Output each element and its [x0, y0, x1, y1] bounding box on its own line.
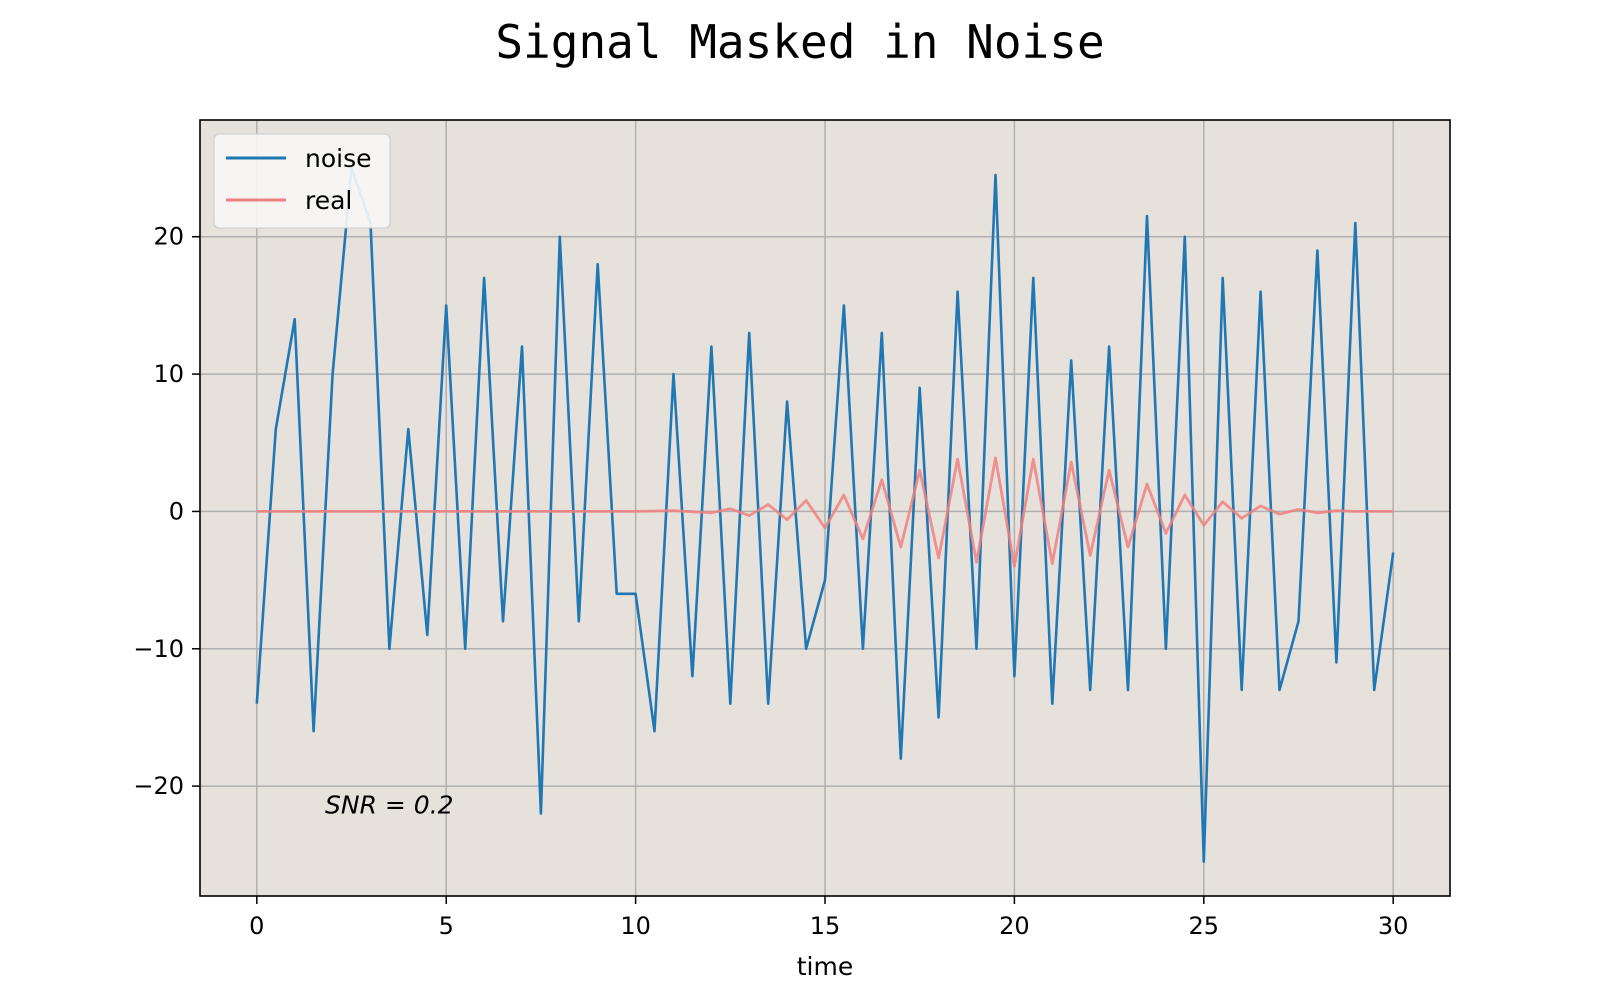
x-tick-label: 5	[439, 912, 454, 940]
x-tick-label: 0	[249, 912, 264, 940]
legend: noise real	[213, 133, 391, 229]
series-layer	[255, 166, 1395, 864]
axis-ticks: 0 5 10 15 20 25 30 −20 −10 0 10 20	[133, 223, 1408, 940]
legend-label-real: real	[305, 186, 352, 215]
grid-lines	[200, 120, 1450, 896]
x-tick-label: 20	[999, 912, 1030, 940]
y-tick-label: 10	[153, 360, 184, 388]
x-tick-label: 30	[1378, 912, 1409, 940]
series-line-real	[256, 456, 1394, 568]
chart-title: Signal Masked in Noise	[495, 15, 1104, 69]
x-tick-label: 10	[620, 912, 651, 940]
y-tick-label: 20	[153, 223, 184, 251]
y-tick-label: −20	[133, 772, 184, 800]
series-line-noise	[255, 166, 1395, 864]
x-tick-label: 15	[810, 912, 841, 940]
x-axis-label: time	[797, 952, 853, 981]
y-tick-label: −10	[133, 635, 184, 663]
y-tick-label: 0	[169, 497, 184, 525]
snr-annotation: SNR = 0.2	[325, 791, 454, 820]
x-tick-label: 25	[1189, 912, 1220, 940]
legend-label-noise: noise	[305, 144, 372, 173]
